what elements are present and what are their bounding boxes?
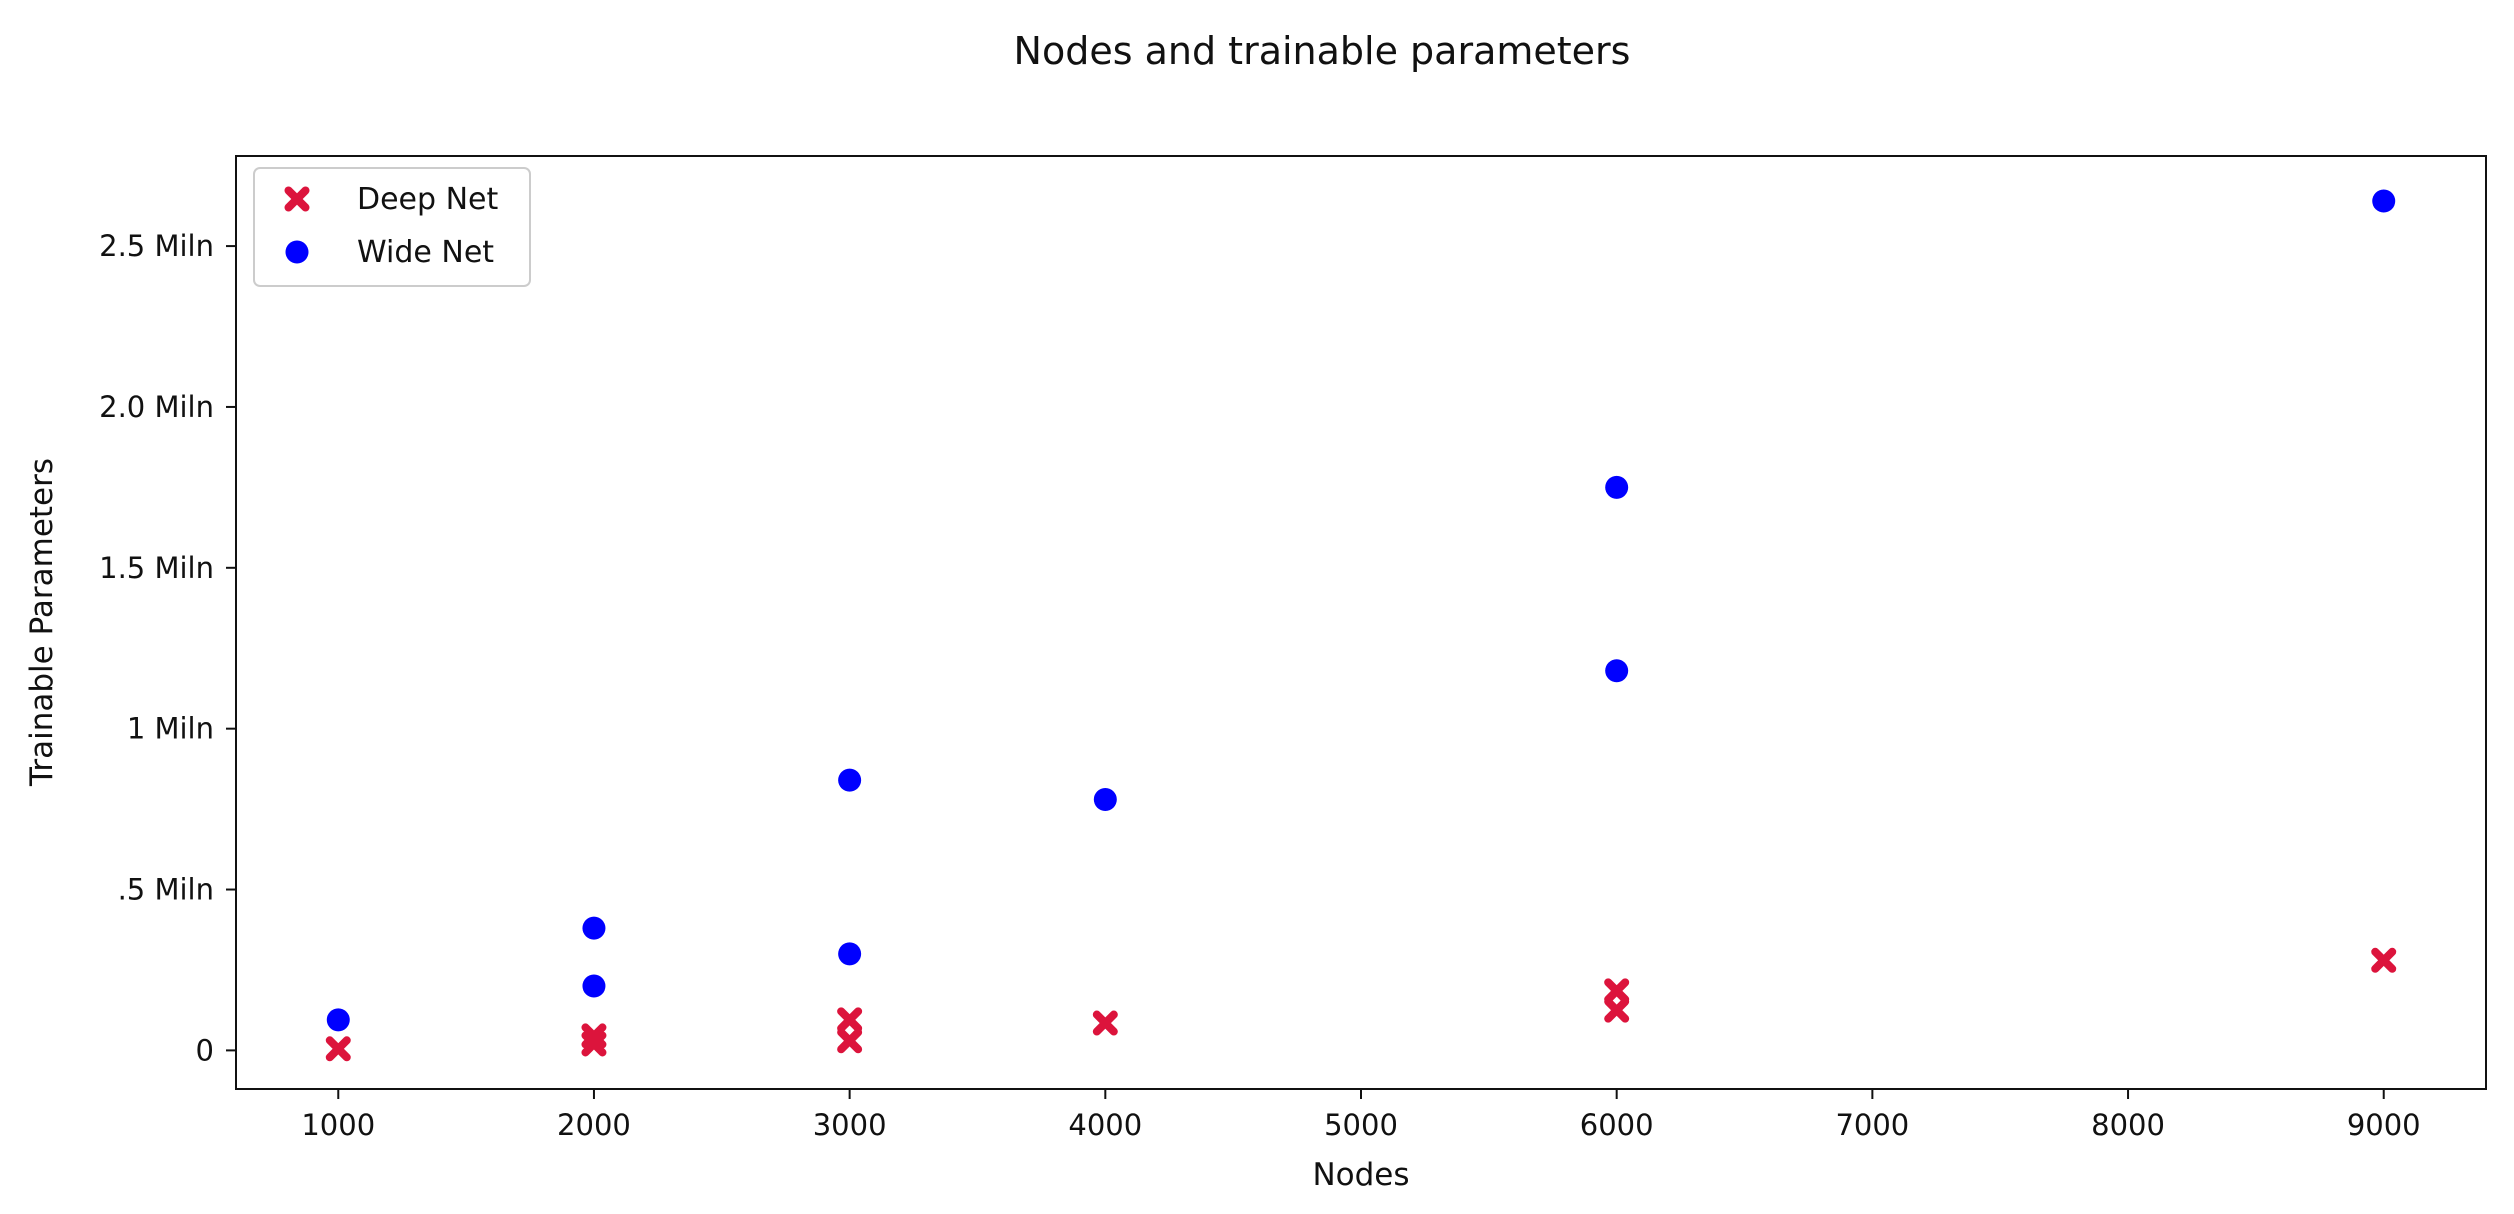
legend-label-deep-net: Deep Net xyxy=(357,182,498,217)
x-tick-label: 9000 xyxy=(2347,1108,2421,1142)
deep-net-point xyxy=(837,1007,863,1033)
wide-net-point xyxy=(326,1008,350,1032)
x-axis-title: Nodes xyxy=(1312,1157,1409,1193)
deep-net-point xyxy=(325,1036,351,1062)
deep-net-point xyxy=(1604,978,1630,1004)
x-tick-label: 4000 xyxy=(1068,1108,1142,1142)
x-tick-label: 5000 xyxy=(1324,1108,1398,1142)
x-tick-label: 3000 xyxy=(813,1108,887,1142)
legend-box xyxy=(253,167,531,287)
x-tick-label: 8000 xyxy=(2091,1108,2165,1142)
y-tick-label: 2.0 Miln xyxy=(99,390,214,424)
legend: Deep Net Wide Net xyxy=(253,167,531,287)
x-axis-ticks: 1000 2000 3000 4000 5000 6000 7000 8000 9000 xyxy=(301,1089,2421,1142)
wide-net-point xyxy=(1093,787,1117,811)
y-tick-label: .5 Miln xyxy=(118,873,214,907)
x-tick-label: 2000 xyxy=(557,1108,631,1142)
wide-net-point xyxy=(838,768,862,792)
y-axis-ticks: 0 .5 Miln 1 Miln 1.5 Miln 2.0 Miln 2.5 Miln xyxy=(99,229,236,1067)
wide-net-point xyxy=(838,942,862,966)
deep-net-point xyxy=(837,1028,863,1054)
y-tick-label: 1 Miln xyxy=(127,712,214,746)
legend-marker-deep-net xyxy=(284,186,310,212)
deep-net-point xyxy=(1604,997,1630,1023)
y-tick-label: 1.5 Miln xyxy=(99,551,214,585)
plot-area xyxy=(236,156,2486,1089)
wide-net-point xyxy=(582,974,606,998)
x-tick-label: 7000 xyxy=(1835,1108,1909,1142)
deep-net-point xyxy=(581,1023,607,1049)
legend-label-wide-net: Wide Net xyxy=(357,235,494,270)
x-tick-label: 6000 xyxy=(1580,1108,1654,1142)
wide-net-point xyxy=(2372,189,2396,213)
legend-marker-wide-net xyxy=(285,240,309,264)
y-axis-title: Trainable Parameters xyxy=(24,458,60,787)
wide-net-point xyxy=(1605,659,1629,683)
x-tick-label: 1000 xyxy=(301,1108,375,1142)
chart-title: Nodes and trainable parameters xyxy=(1014,29,1631,73)
data-points xyxy=(325,189,2397,1062)
wide-net-point xyxy=(1605,475,1629,499)
y-tick-label: 0 xyxy=(196,1033,214,1067)
deep-net-point xyxy=(2371,947,2397,973)
wide-net-point xyxy=(582,916,606,940)
deep-net-point xyxy=(1092,1010,1118,1036)
y-tick-label: 2.5 Miln xyxy=(99,229,214,263)
plot-frame xyxy=(235,155,2487,1090)
